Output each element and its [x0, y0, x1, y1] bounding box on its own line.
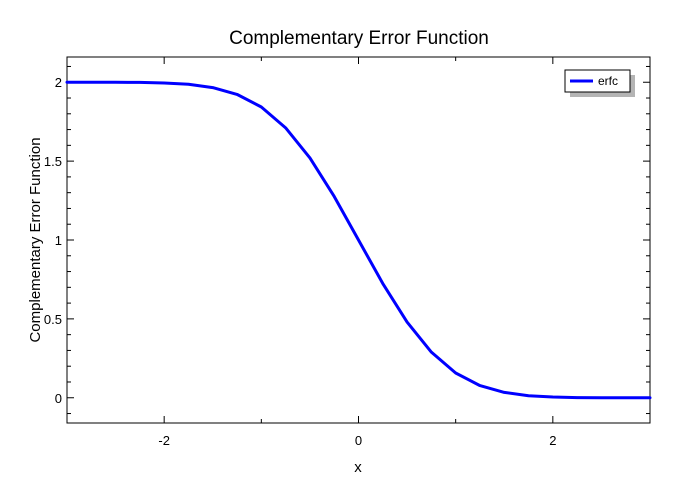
y-tick-label: 0 [55, 391, 62, 406]
x-axis-ticks: -2 0 2 [66, 57, 651, 448]
legend: erfc [564, 69, 635, 97]
y-tick-label: 1.5 [44, 154, 62, 169]
y-axis-ticks: 0 0.5 1 1.5 2 [44, 65, 650, 415]
x-tick-label: -2 [158, 433, 170, 448]
y-tick-label: 1 [55, 233, 62, 248]
y-tick-label: 0.5 [44, 312, 62, 327]
y-tick-label: 2 [55, 75, 62, 90]
x-axis-label: x [354, 459, 362, 476]
chart-title: Complementary Error Function [229, 28, 489, 49]
y-axis-label: Complementary Error Function [27, 137, 44, 342]
legend-box [564, 69, 631, 93]
x-tick-label: 0 [355, 433, 362, 448]
series-layer [65, 80, 652, 400]
x-tick-label: 2 [549, 433, 556, 448]
series-line-erfc [65, 80, 652, 400]
legend-label: erfc [598, 74, 618, 88]
